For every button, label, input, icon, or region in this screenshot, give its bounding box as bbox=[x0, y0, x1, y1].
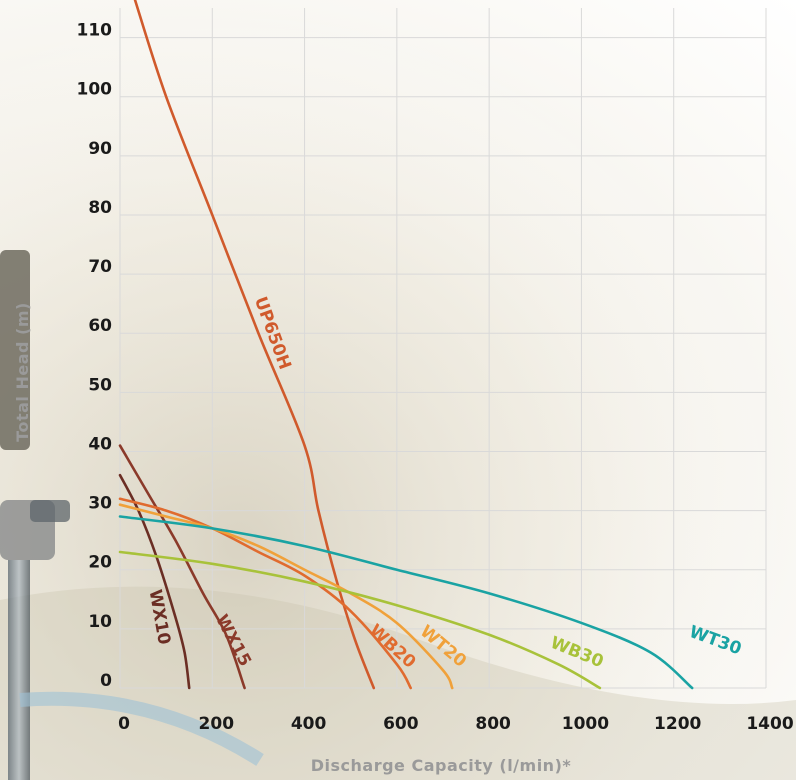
y-tick-label: 60 bbox=[88, 316, 112, 336]
x-tick-label: 1400 bbox=[746, 714, 793, 734]
x-tick-label: 400 bbox=[291, 714, 327, 734]
x-axis-title: Discharge Capacity (l/min)* bbox=[311, 756, 572, 775]
y-tick-label: 80 bbox=[88, 198, 112, 218]
y-axis: 0 10 20 30 40 50 60 70 80 90 100 110 bbox=[77, 21, 113, 691]
y-tick-label: 30 bbox=[88, 494, 112, 514]
x-tick-label: 1200 bbox=[654, 714, 701, 734]
series-label-wt30: WT30 bbox=[686, 622, 744, 659]
y-tick-label: 50 bbox=[88, 375, 112, 395]
x-tick-label: 0 bbox=[118, 714, 130, 734]
series-line-wt30 bbox=[118, 515, 694, 690]
y-tick-label: 100 bbox=[77, 80, 113, 100]
y-tick-label: 90 bbox=[88, 139, 112, 159]
y-tick-label: 70 bbox=[88, 257, 112, 277]
series-line-wt20 bbox=[118, 503, 454, 690]
y-tick-label: 10 bbox=[88, 612, 112, 632]
series-label-wx15: WX15 bbox=[211, 611, 255, 669]
x-tick-label: 1000 bbox=[562, 714, 609, 734]
series-line-up650h bbox=[133, 0, 376, 690]
series-label-wb30: WB30 bbox=[547, 633, 606, 672]
series-line-wb30 bbox=[118, 550, 602, 690]
series-line-wx10 bbox=[118, 473, 191, 690]
y-tick-label: 40 bbox=[88, 434, 112, 454]
x-tick-label: 800 bbox=[475, 714, 511, 734]
x-tick-label: 600 bbox=[383, 714, 419, 734]
series-line-wx15 bbox=[118, 444, 246, 690]
series-line-wb20 bbox=[118, 497, 412, 690]
y-tick-label: 110 bbox=[77, 21, 113, 41]
x-tick-label: 200 bbox=[199, 714, 235, 734]
y-tick-label: 0 bbox=[100, 671, 112, 691]
x-axis: 0 200 400 600 800 1000 1200 1400 bbox=[118, 714, 794, 734]
y-tick-label: 20 bbox=[88, 553, 112, 573]
grid bbox=[119, 8, 767, 689]
y-axis-title: Total Head (m) bbox=[13, 302, 32, 442]
